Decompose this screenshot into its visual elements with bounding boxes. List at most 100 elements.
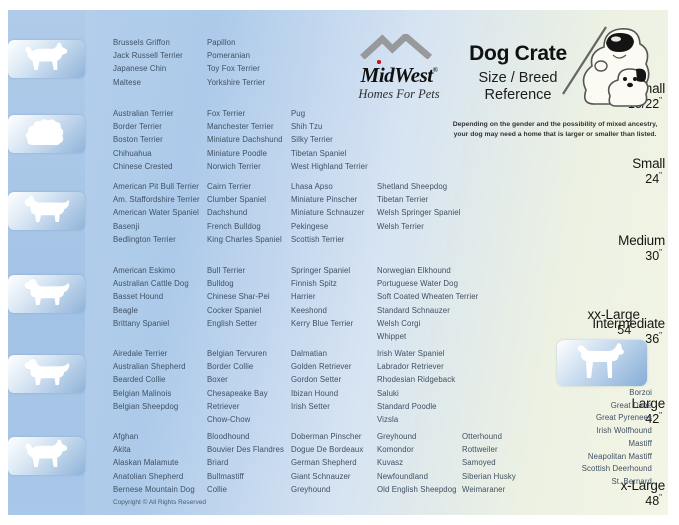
breed-item: Mastiff: [628, 438, 652, 448]
breed-item: Australian Cattle Dog: [113, 279, 189, 289]
breed-item: Pug: [291, 109, 306, 118]
breed-item: Border Terrier: [113, 122, 162, 132]
breed-item: Anatolian Shepherd: [113, 471, 184, 481]
size-label-small: Small: [632, 156, 665, 171]
breed-item: Saluki: [377, 388, 399, 398]
breed-item: Dogue De Bordeaux: [291, 445, 364, 455]
breed-item: Scottish Terrier: [291, 234, 345, 244]
breed-item: Norwich Terrier: [207, 161, 261, 171]
breed-item: Doberman Pinscher: [291, 432, 362, 441]
dimension-value: 54: [617, 323, 632, 337]
breed-item: Great Dane: [610, 400, 652, 410]
breed-item: King Charles Spaniel: [207, 234, 282, 244]
breed-item: Jack Russell Terrier: [113, 51, 183, 61]
breed-column-medium-2: Cairn Terrier Clumber Spaniel Dachshund Fre…: [207, 180, 289, 246]
inch-mark: ": [659, 96, 662, 105]
breed-item: Manchester Terrier: [207, 122, 274, 132]
breed-item: Borzoi: [629, 388, 652, 397]
breed-item: Airedale Terrier: [113, 349, 168, 358]
breed-item: Miniature Poodle: [207, 148, 268, 158]
size-dimension-x-large: 48": [645, 493, 662, 508]
breed-column-medium-4: Shetland Sheepdog Tibetan Terrier Welsh Sp…: [377, 180, 509, 233]
breed-column-medium-1: American Pit Bull Terrier Am. Staffordshi…: [113, 180, 203, 246]
brand-name-text: MidWest: [360, 63, 433, 87]
breed-item: Tibetan Terrier: [377, 195, 429, 205]
breed-item: Briard: [207, 458, 229, 468]
breed-column-large-1: Airedale Terrier Australian Shepherd Beard…: [113, 347, 203, 413]
size-badge-small: [8, 115, 85, 153]
breed-item: Neapolitan Mastiff: [587, 451, 652, 461]
breed-item: Border Collie: [207, 362, 254, 372]
breed-item: Ibizan Hound: [291, 388, 339, 398]
breed-item: Miniature Pinscher: [291, 195, 358, 205]
breed-item: Australian Terrier: [113, 109, 174, 118]
size-label-x-large: x-Large: [620, 478, 666, 493]
breed-column-x-large-2: Bloodhound Bouvier Des Flandres Briard Bull…: [207, 430, 289, 496]
breed-item: Portuguese Water Dog: [377, 279, 459, 289]
breed-item: Am. Staffordshire Terrier: [113, 195, 200, 205]
breed-item: Springer Spaniel: [291, 266, 351, 275]
breed-item: Boston Terrier: [113, 135, 163, 145]
breed-column-intermediate-3: Springer Spaniel Finnish Spitz Harrier Kees…: [291, 264, 386, 330]
westie-silhouette-icon: [24, 195, 69, 223]
breed-column-large-3: Dalmatian Golden Retriever Gordon Setter Ib…: [291, 347, 386, 413]
breed-item: Irish Water Spaniel: [377, 349, 445, 358]
breed-item: Kuvasz: [377, 458, 404, 468]
breed-item: Pomeranian: [207, 51, 251, 61]
size-badge-large: [8, 355, 85, 393]
breed-item: Norwegian Elkhound: [377, 266, 451, 275]
breed-item: Chow-Chow: [207, 415, 251, 425]
breed-item: Papillon: [207, 38, 236, 47]
breed-item: Welsh Corgi: [377, 318, 421, 328]
breed-item: Cocker Spaniel: [207, 305, 262, 315]
breed-item: Lhasa Apso: [291, 182, 333, 191]
breed-column-large-4: Irish Water Spaniel Labrador Retriever Rho…: [377, 347, 509, 426]
breed-item: Miniature Schnauzer: [291, 208, 365, 218]
shih-tzu-silhouette-icon: [25, 119, 63, 146]
size-dimension-xx-large: 54": [617, 322, 634, 337]
subtitle-line-2: Reference: [484, 86, 552, 103]
breed-column-x-small-1: Brussels Griffon Jack Russell Terrier Japa…: [113, 36, 203, 89]
breed-item: Bedlington Terrier: [113, 234, 176, 244]
size-label-intermediate: Intermediate: [592, 316, 665, 331]
breed-item: Komondor: [377, 445, 414, 455]
inch-mark: ": [659, 171, 662, 180]
breed-item: Otterhound: [462, 432, 503, 441]
breed-column-x-large-3: Doberman Pinscher Dogue De Bordeaux German…: [291, 430, 386, 496]
breed-item: Clumber Spaniel: [207, 195, 267, 205]
breed-item: Beagle: [113, 305, 138, 315]
breed-column-intermediate-4: Norwegian Elkhound Portuguese Water Dog So…: [377, 264, 509, 343]
disclaimer-line-1: Depending on the gender and the possibil…: [452, 121, 658, 128]
cartoon-dog-teacher-with-puppy-icon: [562, 26, 650, 107]
poster-canvas: x-Small18/22"Small24"Medium30"Intermedia…: [8, 10, 668, 515]
breed-item: Basset Hound: [113, 292, 164, 302]
breed-item: Chinese Crested: [113, 161, 173, 171]
breed-item: Japanese Chin: [113, 64, 167, 74]
size-label-xx-large: xx-Large: [587, 307, 640, 322]
size-dimension-medium: 30": [645, 248, 662, 263]
breed-item: Shih Tzu: [291, 122, 323, 132]
size-dimension-intermediate: 36": [645, 331, 662, 346]
inch-mark: ": [659, 493, 662, 502]
poster-title: Dog Crate: [469, 42, 567, 65]
breed-item: Labrador Retriever: [377, 362, 444, 372]
breed-item: Bull Terrier: [207, 266, 246, 275]
breed-item: Harrier: [291, 292, 316, 302]
akita-silhouette-icon: [25, 439, 67, 468]
breed-item: Basenji: [113, 221, 140, 231]
breed-item: Bearded Collie: [113, 375, 166, 385]
size-badge-x-small: [8, 40, 85, 78]
size-dimension-small: 24": [645, 171, 662, 186]
breed-item: West Highland Terrier: [291, 161, 368, 171]
breed-item: Bulldog: [207, 279, 234, 289]
brand-red-dot: [377, 60, 381, 64]
breed-item: Siberian Husky: [462, 471, 516, 481]
inch-mark: ": [659, 248, 662, 257]
great-dane-silhouette-icon: [577, 343, 624, 378]
size-label-medium: Medium: [618, 233, 665, 248]
breed-item: Welsh Springer Spaniel: [377, 208, 461, 218]
breed-item: Alaskan Malamute: [113, 458, 179, 468]
breed-item: Vizsla: [377, 415, 399, 425]
breed-item: Pekingese: [291, 221, 329, 231]
